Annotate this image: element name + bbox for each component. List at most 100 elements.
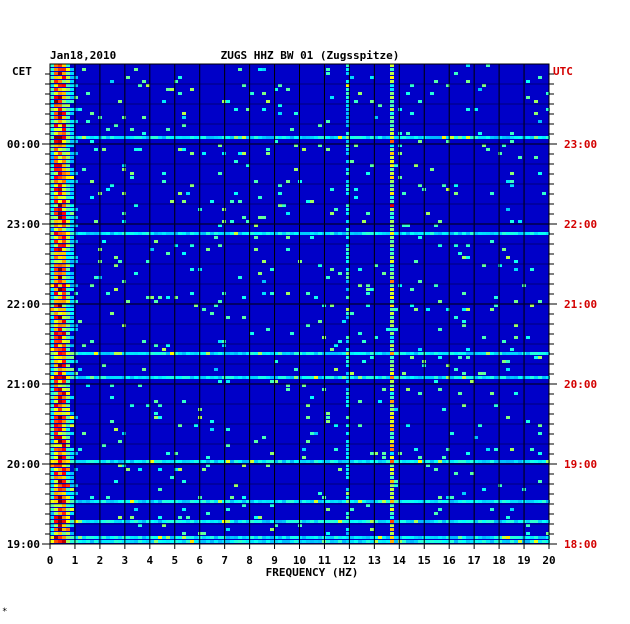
heatmap-cell bbox=[406, 224, 410, 227]
heatmap-cell bbox=[514, 392, 518, 395]
heatmap-cell bbox=[74, 120, 78, 123]
heatmap-cell bbox=[330, 520, 334, 523]
heatmap-cell bbox=[174, 296, 178, 299]
heatmap-cell bbox=[58, 152, 62, 155]
heatmap-cell bbox=[486, 460, 490, 463]
heatmap-cell bbox=[406, 136, 410, 139]
heatmap-cell bbox=[394, 352, 398, 355]
heatmap-cell bbox=[58, 116, 62, 119]
heatmap-cell bbox=[358, 284, 362, 287]
heatmap-cell bbox=[286, 384, 290, 387]
heatmap-cell bbox=[50, 308, 54, 311]
heatmap-cell bbox=[174, 136, 178, 139]
heatmap-cell bbox=[66, 96, 70, 99]
heatmap-cell bbox=[74, 492, 78, 495]
heatmap-cell bbox=[158, 536, 162, 539]
heatmap-cell bbox=[390, 424, 394, 427]
heatmap-cell bbox=[62, 420, 66, 423]
heatmap-cell bbox=[510, 180, 514, 183]
heatmap-cell bbox=[178, 136, 182, 139]
heatmap-cell bbox=[390, 64, 394, 67]
heatmap-cell bbox=[394, 408, 398, 411]
heatmap-cell bbox=[462, 536, 466, 539]
heatmap-cell bbox=[346, 172, 350, 175]
heatmap-cell bbox=[490, 500, 494, 503]
heatmap-cell bbox=[62, 168, 66, 171]
heatmap-cell bbox=[74, 484, 78, 487]
heatmap-cell bbox=[114, 124, 118, 127]
heatmap-cell bbox=[50, 192, 54, 195]
heatmap-cell bbox=[242, 296, 246, 299]
heatmap-cell bbox=[418, 500, 422, 503]
heatmap-cell bbox=[110, 536, 114, 539]
heatmap-cell bbox=[54, 448, 58, 451]
heatmap-cell bbox=[518, 500, 522, 503]
heatmap-cell bbox=[162, 376, 166, 379]
heatmap-cell bbox=[442, 352, 446, 355]
heatmap-cell bbox=[346, 488, 350, 491]
heatmap-cell bbox=[74, 460, 78, 463]
heatmap-cell bbox=[62, 244, 66, 247]
heatmap-cell bbox=[402, 372, 406, 375]
heatmap-cell bbox=[66, 156, 70, 159]
heatmap-cell bbox=[242, 216, 246, 219]
heatmap-cell bbox=[130, 520, 134, 523]
heatmap-cell bbox=[370, 520, 374, 523]
heatmap-cell bbox=[342, 460, 346, 463]
heatmap-cell bbox=[306, 540, 310, 543]
heatmap-cell bbox=[390, 432, 394, 435]
heatmap-cell bbox=[418, 540, 422, 543]
heatmap-cell bbox=[50, 436, 54, 439]
heatmap-cell bbox=[62, 196, 66, 199]
heatmap-cell bbox=[214, 232, 218, 235]
heatmap-cell bbox=[310, 376, 314, 379]
heatmap-cell bbox=[118, 260, 122, 263]
heatmap-cell bbox=[426, 212, 430, 215]
heatmap-cell bbox=[178, 540, 182, 543]
heatmap-cell bbox=[390, 236, 394, 239]
heatmap-cell bbox=[50, 432, 54, 435]
heatmap-cell bbox=[94, 220, 98, 223]
heatmap-cell bbox=[226, 520, 230, 523]
heatmap-cell bbox=[350, 136, 354, 139]
heatmap-cell bbox=[334, 368, 338, 371]
heatmap-cell bbox=[378, 352, 382, 355]
heatmap-cell bbox=[54, 540, 58, 543]
heatmap-cell bbox=[50, 444, 54, 447]
heatmap-cell bbox=[114, 352, 118, 355]
heatmap-cell bbox=[274, 140, 278, 143]
heatmap-cell bbox=[50, 240, 54, 243]
heatmap-cell bbox=[386, 232, 390, 235]
heatmap-cell bbox=[254, 232, 258, 235]
heatmap-cell bbox=[50, 492, 54, 495]
heatmap-cell bbox=[134, 204, 138, 207]
heatmap-cell bbox=[62, 288, 66, 291]
heatmap-cell bbox=[226, 508, 230, 511]
heatmap-cell bbox=[90, 520, 94, 523]
heatmap-cell bbox=[82, 168, 86, 171]
heatmap-cell bbox=[50, 100, 54, 103]
heatmap-cell bbox=[334, 448, 338, 451]
heatmap-cell bbox=[50, 428, 54, 431]
heatmap-cell bbox=[106, 536, 110, 539]
heatmap-cell bbox=[414, 308, 418, 311]
heatmap-cell bbox=[226, 444, 230, 447]
heatmap-cell bbox=[310, 520, 314, 523]
heatmap-cell bbox=[62, 312, 66, 315]
heatmap-cell bbox=[318, 124, 322, 127]
heatmap-cell bbox=[330, 536, 334, 539]
heatmap-cell bbox=[318, 536, 322, 539]
heatmap-cell bbox=[518, 220, 522, 223]
heatmap-cell bbox=[54, 296, 58, 299]
heatmap-cell bbox=[58, 148, 62, 151]
heatmap-cell bbox=[70, 220, 74, 223]
heatmap-cell bbox=[390, 340, 394, 343]
heatmap-cell bbox=[62, 220, 66, 223]
heatmap-cell bbox=[498, 540, 502, 543]
heatmap-cell bbox=[258, 460, 262, 463]
heatmap-cell bbox=[242, 460, 246, 463]
heatmap-cell bbox=[50, 208, 54, 211]
heatmap-cell bbox=[314, 352, 318, 355]
heatmap-cell bbox=[54, 496, 58, 499]
heatmap-cell bbox=[62, 380, 66, 383]
